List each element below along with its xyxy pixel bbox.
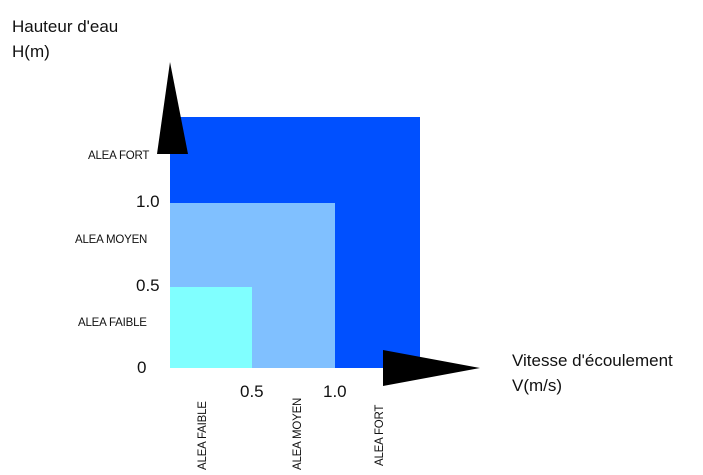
x-tick-0-5: 0.5: [240, 382, 264, 401]
x-axis-arrow-icon: [383, 350, 480, 386]
y-zone-label-faible: ALEA FAIBLE: [78, 317, 147, 329]
x-axis-title: Vitesse d'écoulement V(m/s): [512, 348, 673, 398]
x-axis-title-text: Vitesse d'écoulement: [512, 351, 673, 370]
x-zone-label-moyen: ALEA MOYEN: [292, 397, 304, 470]
x-zone-label-faible: ALEA FAIBLE: [197, 401, 209, 470]
x-zone-label-fort: ALEA FORT: [374, 404, 386, 466]
zone-faible-area: [170, 287, 252, 368]
y-tick-0-5: 0.5: [136, 276, 160, 295]
y-tick-1-0: 1.0: [136, 192, 160, 211]
y-axis-arrow-icon: [157, 62, 188, 154]
y-zone-label-moyen: ALEA MOYEN: [75, 234, 148, 246]
y-axis-title-text: Hauteur d'eau: [12, 17, 119, 36]
x-tick-1-0: 1.0: [323, 382, 347, 401]
y-axis-unit: H(m): [12, 42, 50, 61]
y-zone-label-fort: ALEA FORT: [88, 150, 150, 162]
origin-label: 0: [137, 358, 147, 377]
x-axis-unit: V(m/s): [512, 376, 563, 395]
y-axis-title: Hauteur d'eau H(m): [12, 14, 118, 64]
